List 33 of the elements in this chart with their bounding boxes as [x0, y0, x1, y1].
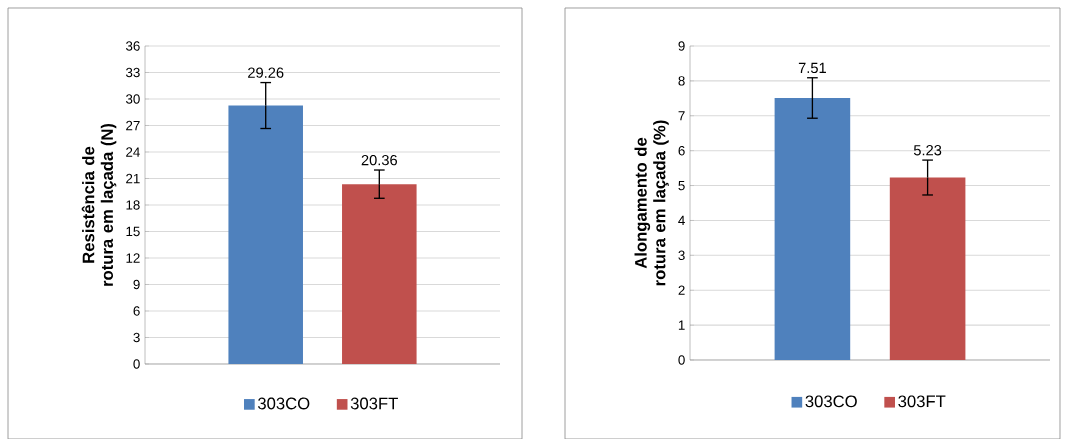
- y-tick-label: 18: [126, 200, 140, 210]
- y-tick-label: 9: [133, 279, 140, 290]
- data-label: 20.36: [361, 154, 397, 166]
- data-label: 7.51: [798, 62, 826, 73]
- y-tick-label: 24: [126, 147, 140, 157]
- y-tick-label: 27: [126, 120, 140, 130]
- y-tick-label: 3: [133, 332, 140, 343]
- data-label: 29.26: [248, 67, 284, 78]
- y-tick-label: 21: [126, 173, 140, 183]
- y-tick-label: 36: [125, 41, 140, 51]
- y-tick-label: 0: [133, 359, 140, 369]
- y-tick-label: 2: [678, 285, 685, 295]
- y-tick-label: 9: [678, 41, 685, 51]
- y-tick-label: 1: [678, 320, 685, 330]
- y-axis-title: Resistência de rotura em laçada (N): [81, 123, 117, 286]
- y-axis-title: Alongamento de rotura em laçada (%): [634, 120, 669, 286]
- y-tick-label: 8: [678, 75, 685, 86]
- y-tick-label: 4: [678, 215, 685, 225]
- y-tick-label: 33: [125, 67, 140, 78]
- y-tick-label: 15: [126, 226, 140, 236]
- y-tick-label: 5: [678, 180, 685, 191]
- y-tick-label: 7: [678, 111, 685, 121]
- y-tick-label: 0: [678, 355, 685, 365]
- data-label: 5.23: [913, 144, 942, 156]
- y-tick-label: 12: [126, 253, 140, 263]
- legend-label: 303FT: [898, 395, 946, 408]
- legend-label: 303CO: [805, 395, 857, 408]
- y-tick-label: 6: [678, 145, 685, 156]
- y-tick-label: 6: [133, 306, 140, 316]
- y-tick-label: 3: [678, 250, 685, 260]
- legend-label: 303FT: [350, 397, 398, 410]
- y-tick-label: 30: [125, 94, 140, 104]
- legend-label: 303CO: [257, 397, 310, 410]
